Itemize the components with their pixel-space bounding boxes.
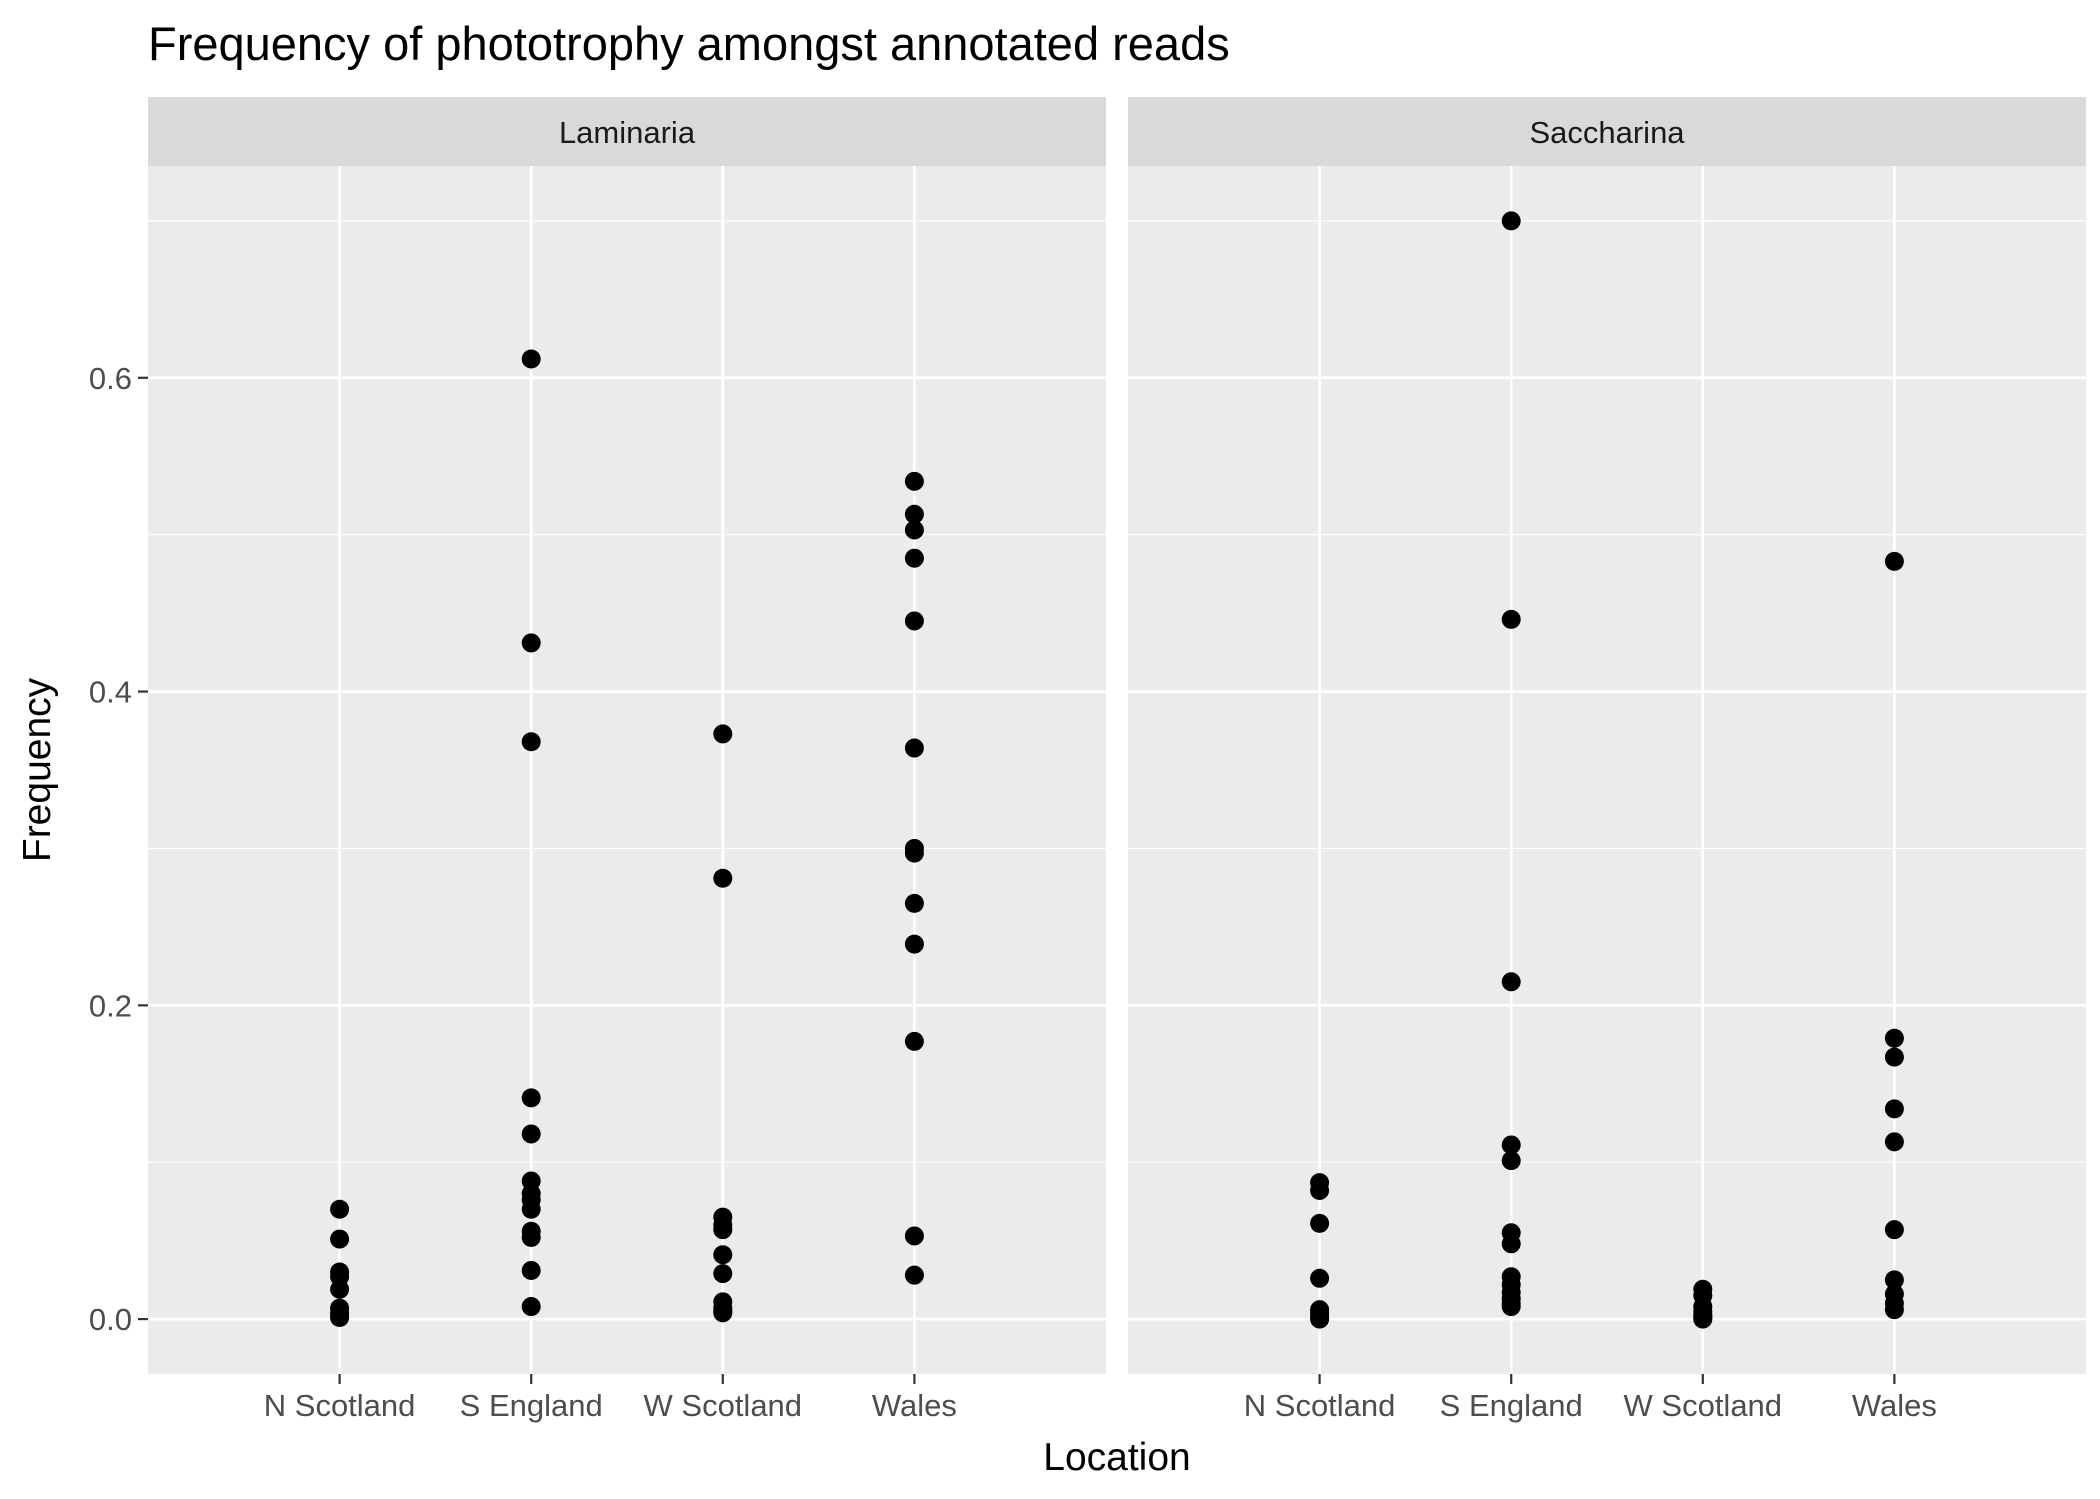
data-point-saccharina-wales	[1884, 1028, 1904, 1048]
data-point-laminaria-wales	[904, 934, 924, 954]
y-axis: 0.0 0.2 0.4 0.6	[89, 361, 148, 1337]
panel-laminaria	[148, 166, 1106, 1374]
data-point-laminaria-wales	[904, 1226, 924, 1246]
data-point-laminaria-wales	[904, 1031, 924, 1051]
data-point-laminaria-n-scotland	[330, 1279, 350, 1299]
data-point-saccharina-wales	[1884, 1047, 1904, 1067]
facet-strip-laminaria	[148, 97, 1106, 166]
facet-label-saccharina: Saccharina	[1529, 115, 1685, 150]
data-point-saccharina-n-scotland	[1310, 1180, 1330, 1200]
data-point-laminaria-s-england	[521, 1228, 541, 1248]
data-point-saccharina-wales	[1884, 551, 1904, 571]
data-point-laminaria-n-scotland	[330, 1229, 350, 1249]
data-point-laminaria-s-england	[521, 1124, 541, 1144]
data-point-saccharina-s-england	[1501, 1151, 1521, 1171]
data-point-laminaria-s-england	[521, 1260, 541, 1280]
data-point-saccharina-wales	[1884, 1099, 1904, 1119]
data-point-laminaria-w-scotland	[713, 724, 733, 744]
data-point-saccharina-s-england	[1501, 1234, 1521, 1254]
data-point-laminaria-wales	[904, 1265, 924, 1285]
y-tick-label: 0.6	[89, 361, 132, 396]
x-tick-label-n-scotland: N Scotland	[1244, 1388, 1396, 1423]
data-point-laminaria-s-england	[521, 1088, 541, 1108]
data-point-laminaria-wales	[904, 738, 924, 758]
data-point-laminaria-s-england	[521, 349, 541, 369]
data-point-laminaria-wales	[904, 611, 924, 631]
y-tick-label: 0.0	[89, 1302, 132, 1337]
data-point-laminaria-wales	[904, 843, 924, 863]
data-point-laminaria-wales	[904, 520, 924, 540]
data-point-saccharina-s-england	[1501, 1297, 1521, 1317]
x-tick-label-w-scotland: W Scotland	[1624, 1388, 1783, 1423]
y-tick-label: 0.4	[89, 675, 132, 710]
grid-laminaria	[148, 166, 1106, 1374]
data-point-saccharina-wales	[1884, 1132, 1904, 1152]
data-point-laminaria-s-england	[521, 1199, 541, 1219]
x-axis-laminaria: N Scotland S England W Scotland Wales	[264, 1374, 957, 1423]
data-point-saccharina-n-scotland	[1310, 1213, 1330, 1233]
y-axis-title: Frequency	[16, 677, 59, 862]
data-point-saccharina-wales	[1884, 1300, 1904, 1320]
x-tick-label-wales: Wales	[1852, 1388, 1937, 1423]
data-point-saccharina-wales	[1884, 1220, 1904, 1240]
x-tick-label-w-scotland: W Scotland	[644, 1388, 803, 1423]
panel-saccharina	[1128, 166, 2086, 1374]
data-point-laminaria-wales	[904, 548, 924, 568]
data-point-saccharina-s-england	[1501, 1135, 1521, 1155]
points-saccharina	[1310, 211, 1904, 1329]
x-axis-title: Location	[1043, 1436, 1190, 1479]
x-tick-label-s-england: S England	[460, 1388, 603, 1423]
points-laminaria	[330, 349, 924, 1328]
data-point-laminaria-s-england	[521, 732, 541, 752]
data-point-saccharina-n-scotland	[1310, 1268, 1330, 1288]
data-point-laminaria-s-england	[521, 633, 541, 653]
data-point-laminaria-n-scotland	[330, 1199, 350, 1219]
facet-strip-saccharina	[1128, 97, 2086, 166]
data-point-saccharina-n-scotland	[1310, 1309, 1330, 1329]
data-point-saccharina-s-england	[1501, 211, 1521, 231]
data-point-laminaria-w-scotland	[713, 1220, 733, 1240]
x-tick-label-s-england: S England	[1440, 1388, 1583, 1423]
data-point-laminaria-w-scotland	[713, 868, 733, 888]
x-tick-label-wales: Wales	[872, 1388, 957, 1423]
data-point-laminaria-w-scotland	[713, 1245, 733, 1265]
grid-saccharina	[1128, 166, 2086, 1374]
data-point-saccharina-w-scotland	[1693, 1309, 1713, 1329]
data-point-laminaria-wales	[904, 504, 924, 524]
data-point-laminaria-wales	[904, 893, 924, 913]
data-point-saccharina-s-england	[1501, 609, 1521, 629]
data-point-saccharina-wales	[1884, 1270, 1904, 1290]
data-point-laminaria-wales	[904, 471, 924, 491]
data-point-laminaria-n-scotland	[330, 1308, 350, 1328]
data-point-laminaria-w-scotland	[713, 1264, 733, 1284]
x-tick-label-n-scotland: N Scotland	[264, 1388, 416, 1423]
chart-title: Frequency of phototrophy amongst annotat…	[148, 17, 1230, 70]
data-point-laminaria-w-scotland	[713, 1303, 733, 1323]
facet-label-laminaria: Laminaria	[559, 115, 696, 150]
data-point-saccharina-s-england	[1501, 972, 1521, 992]
x-axis-saccharina: N Scotland S England W Scotland Wales	[1244, 1374, 1937, 1423]
data-point-laminaria-s-england	[521, 1297, 541, 1317]
y-tick-label: 0.2	[89, 988, 132, 1023]
